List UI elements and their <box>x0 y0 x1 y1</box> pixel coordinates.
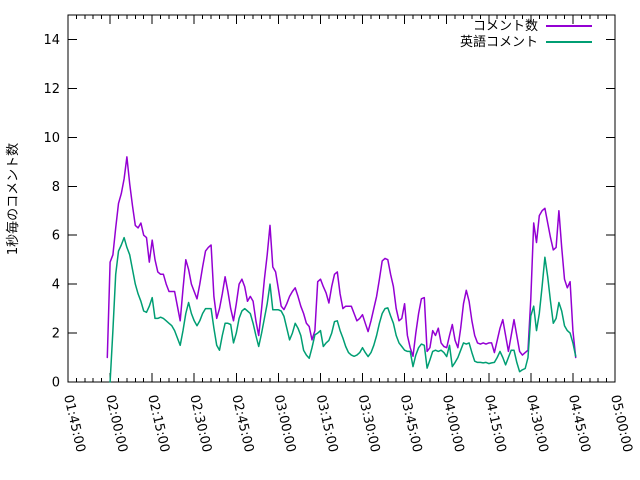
x-tick-label: 03:30:00 <box>355 394 383 454</box>
legend-label-english-comment: 英語コメント <box>460 34 538 50</box>
y-tick-label: 4 <box>52 278 60 293</box>
legend-entry-comment-count: コメント数 <box>473 19 592 34</box>
legend: コメント数 英語コメント <box>460 19 592 50</box>
series-lines <box>106 156 577 383</box>
legend-entry-english-comment: 英語コメント <box>460 34 592 50</box>
y-tick-label: 14 <box>43 33 60 48</box>
y-tick-label: 6 <box>52 229 60 244</box>
y-axis-label: 1秒毎のコメント数 <box>5 143 21 255</box>
x-tick-label: 04:00:00 <box>439 394 467 454</box>
x-tick-label: 01:45:00 <box>60 394 88 454</box>
x-tick-label: 02:45:00 <box>228 394 256 454</box>
x-tick-label: 04:45:00 <box>565 394 593 454</box>
y-tick-label: 12 <box>43 82 60 97</box>
series-line-0 <box>106 156 577 359</box>
x-tick-label: 02:30:00 <box>186 394 214 454</box>
axis-ticks <box>67 15 616 383</box>
plot-border <box>67 14 616 383</box>
y-tick-label: 2 <box>52 327 60 342</box>
x-tick-label: 04:30:00 <box>523 394 551 454</box>
legend-label-comment-count: コメント数 <box>473 19 538 34</box>
y-tick-label: 0 <box>52 376 60 391</box>
x-tick-label: 05:00:00 <box>607 394 635 454</box>
x-tick-label: 02:15:00 <box>144 394 172 454</box>
series-line-1 <box>109 236 577 383</box>
x-tick-labels: 01:45:00 02:00:00 02:15:00 02:30:00 02:45:00… <box>60 394 635 454</box>
x-tick-label: 02:00:00 <box>102 394 130 454</box>
x-tick-label: 03:00:00 <box>270 394 298 454</box>
y-tick-label: 10 <box>43 131 60 146</box>
x-tick-label: 03:15:00 <box>313 394 341 454</box>
x-tick-label: 03:45:00 <box>397 394 425 454</box>
y-tick-labels: 0 2 4 6 8 10 12 14 <box>43 33 60 391</box>
y-tick-label: 8 <box>52 180 60 195</box>
x-tick-label: 04:15:00 <box>481 394 509 454</box>
